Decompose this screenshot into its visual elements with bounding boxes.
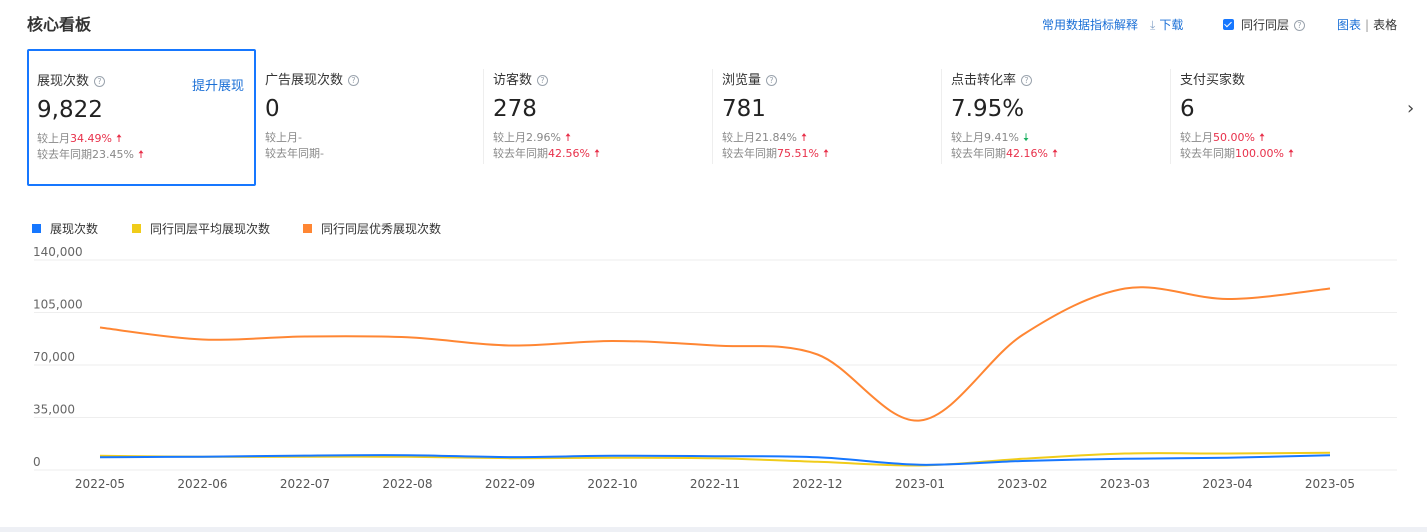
y-tick-label: 35,000 xyxy=(33,403,75,417)
x-tick-label: 2023-01 xyxy=(895,477,945,491)
metric-label: 展现次数? xyxy=(37,70,254,89)
arrow-down-icon: 🠇 xyxy=(1022,131,1029,144)
metric-value: 6 xyxy=(1180,96,1195,122)
metric-label: 访客数? xyxy=(493,69,713,88)
view-chart-tab[interactable]: 图表 xyxy=(1337,18,1362,32)
card-divider xyxy=(483,69,484,164)
legend-swatch xyxy=(132,224,141,233)
x-tick-label: 2022-06 xyxy=(177,477,227,491)
arrow-up-icon: 🠅 xyxy=(800,131,807,144)
card-divider xyxy=(1170,69,1171,164)
bottom-scroll-track xyxy=(0,527,1427,532)
metric-compare-year: 较去年同期- xyxy=(265,147,324,160)
arrow-up-icon: 🠅 xyxy=(115,132,122,145)
metric-compare-year: 较去年同期75.51% 🠅 xyxy=(722,147,829,160)
view-switch: 图表 | 表格 xyxy=(1337,16,1397,33)
metric-cards: 展现次数? 9,822 较上月34.49% 🠅 较去年同期23.45% 🠅 提升展现… xyxy=(27,49,1397,186)
metric-value: 0 xyxy=(265,96,280,122)
legend-item[interactable]: 同行同层优秀展现次数 xyxy=(303,220,441,237)
card-divider xyxy=(941,69,942,164)
metric-card-conversion-rate[interactable]: 点击转化率? 7.95% 较上月9.41% 🠇 较去年同期42.16% 🠅 xyxy=(942,49,1171,186)
x-tick-label: 2022-07 xyxy=(280,477,330,491)
metric-card-impressions[interactable]: 展现次数? 9,822 较上月34.49% 🠅 较去年同期23.45% 🠅 提升展现 xyxy=(27,49,256,186)
metric-card-pageviews[interactable]: 浏览量? 781 较上月21.84% 🠅 较去年同期75.51% 🠅 xyxy=(713,49,942,186)
metric-label: 浏览量? xyxy=(722,69,942,88)
metric-compare-month: 较上月21.84% 🠅 xyxy=(722,131,807,144)
metric-compare-year: 较去年同期42.56% 🠅 xyxy=(493,147,600,160)
x-tick-label: 2022-05 xyxy=(75,477,125,491)
metric-compare-month: 较上月2.96% 🠅 xyxy=(493,131,571,144)
page-title: 核心看板 xyxy=(27,15,92,34)
metric-label: 广告展现次数? xyxy=(265,69,485,88)
download-button[interactable]: ⤓ 下载 xyxy=(1150,16,1183,33)
metric-label: 支付买家数 xyxy=(1180,73,1246,88)
x-tick-label: 2022-10 xyxy=(587,477,637,491)
metric-value: 9,822 xyxy=(37,97,103,123)
y-tick-label: 105,000 xyxy=(33,298,83,312)
y-tick-label: 0 xyxy=(33,455,41,469)
metric-card-paying-buyers[interactable]: 支付买家数 6 较上月50.00% 🠅 较去年同期100.00% 🠅 xyxy=(1171,49,1400,186)
legend-swatch xyxy=(303,224,312,233)
arrow-up-icon: 🠅 xyxy=(1051,147,1058,160)
help-icon[interactable]: ? xyxy=(348,75,360,86)
metric-value: 278 xyxy=(493,96,537,122)
arrow-up-icon: 🠅 xyxy=(137,148,144,161)
legend-item[interactable]: 展现次数 xyxy=(32,220,98,237)
view-divider: | xyxy=(1365,18,1370,32)
metric-compare-year: 较去年同期100.00% 🠅 xyxy=(1180,147,1294,160)
metric-label: 点击转化率? xyxy=(951,69,1171,88)
arrow-up-icon: 🠅 xyxy=(564,131,571,144)
x-tick-label: 2023-05 xyxy=(1305,477,1355,491)
metric-card-visitors[interactable]: 访客数? 278 较上月2.96% 🠅 较去年同期42.56% 🠅 xyxy=(484,49,713,186)
y-tick-label: 140,000 xyxy=(33,245,83,259)
arrow-up-icon: 🠅 xyxy=(593,147,600,160)
x-tick-label: 2022-08 xyxy=(382,477,432,491)
help-icon[interactable]: ? xyxy=(766,75,778,86)
help-icon[interactable]: ? xyxy=(537,75,549,86)
x-tick-label: 2023-02 xyxy=(997,477,1047,491)
x-tick-label: 2022-12 xyxy=(792,477,842,491)
metric-compare-month: 较上月- xyxy=(265,131,302,144)
metric-card-ad-impressions[interactable]: 广告展现次数? 0 较上月- 较去年同期- xyxy=(256,49,485,186)
metric-explain-link[interactable]: 常用数据指标解释 xyxy=(1042,18,1139,32)
series-line xyxy=(99,454,1331,466)
peer-compare-toggle[interactable]: 同行同层? xyxy=(1223,16,1306,33)
card-divider xyxy=(712,69,713,164)
chevron-right-icon[interactable]: › xyxy=(1407,98,1415,119)
arrow-up-icon: 🠅 xyxy=(1258,131,1265,144)
x-tick-label: 2023-04 xyxy=(1202,477,1252,491)
boost-impressions-link[interactable]: 提升展现 xyxy=(191,79,244,94)
toolbar: 常用数据指标解释 ⤓ 下载 同行同层? 图表 | 表格 xyxy=(0,16,1427,34)
help-icon[interactable]: ? xyxy=(1294,20,1306,31)
download-icon: ⤓ xyxy=(1150,18,1156,32)
metric-compare-year: 较去年同期42.16% 🠅 xyxy=(951,147,1058,160)
x-tick-label: 2023-03 xyxy=(1100,477,1150,491)
series-line xyxy=(99,451,1331,467)
peer-compare-checkbox[interactable] xyxy=(1223,19,1234,30)
impressions-line-chart: 140,000 105,000 70,000 35,000 0 2022-05 2022-0… xyxy=(33,245,1397,491)
y-tick-label: 70,000 xyxy=(33,350,75,364)
legend-item[interactable]: 同行同层平均展现次数 xyxy=(132,220,270,237)
view-table-tab[interactable]: 表格 xyxy=(1373,18,1398,32)
x-tick-label: 2022-11 xyxy=(690,477,740,491)
metric-compare-month: 较上月50.00% 🠅 xyxy=(1180,131,1265,144)
arrow-up-icon: 🠅 xyxy=(822,147,829,160)
metric-compare-month: 较上月9.41% 🠇 xyxy=(951,131,1029,144)
legend-swatch xyxy=(32,224,41,233)
help-icon[interactable]: ? xyxy=(94,76,106,87)
x-tick-label: 2022-09 xyxy=(485,477,535,491)
metric-value: 7.95% xyxy=(951,96,1025,122)
peer-compare-label: 同行同层 xyxy=(1241,18,1290,32)
arrow-up-icon: 🠅 xyxy=(1287,147,1294,160)
metric-value: 781 xyxy=(722,96,766,122)
download-label: 下载 xyxy=(1159,18,1184,32)
metric-compare-month: 较上月34.49% 🠅 xyxy=(37,132,122,145)
metric-compare-year: 较去年同期23.45% 🠅 xyxy=(37,148,144,161)
series-line xyxy=(99,286,1331,422)
help-icon[interactable]: ? xyxy=(1021,75,1033,86)
